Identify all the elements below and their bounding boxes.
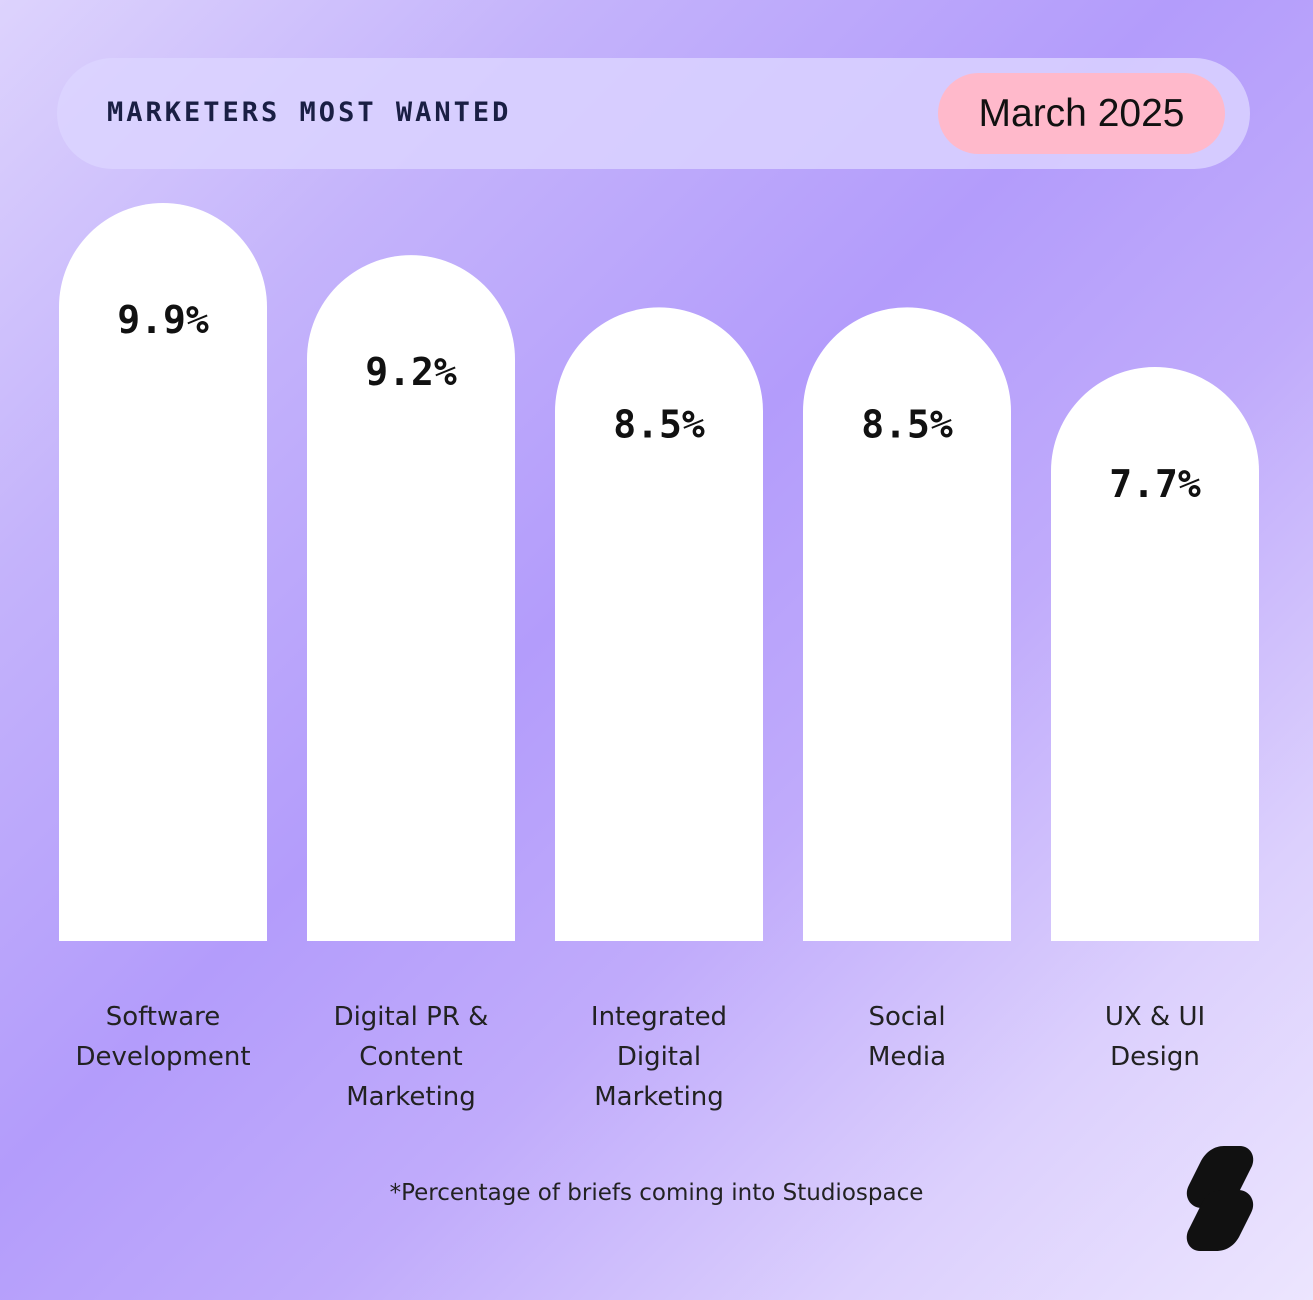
bar-value-label: 8.5% — [861, 402, 953, 446]
category-label: Digital — [617, 1042, 701, 1072]
bar-2 — [307, 255, 515, 941]
date-badge: March 2025 — [938, 73, 1225, 154]
bar-value-label: 8.5% — [613, 402, 705, 446]
bar-value-label: 9.9% — [117, 298, 209, 342]
bar-value-label: 9.2% — [365, 350, 457, 394]
category-label: Content — [359, 1042, 462, 1072]
category-label: Social — [868, 1002, 945, 1032]
studiospace-logo-icon — [1186, 1146, 1254, 1251]
bar-4 — [803, 307, 1011, 941]
category-label: Media — [868, 1042, 946, 1072]
header-bar: MARKETERS MOST WANTED March 2025 — [57, 58, 1250, 169]
category-label: Design — [1110, 1042, 1200, 1072]
category-label: Marketing — [594, 1082, 724, 1112]
category-label: Software — [106, 1002, 221, 1032]
footnote: *Percentage of briefs coming into Studio… — [389, 1180, 924, 1206]
category-label: Marketing — [346, 1082, 476, 1112]
bar-1 — [59, 203, 267, 941]
bar-3 — [555, 307, 763, 941]
page-title: MARKETERS MOST WANTED — [107, 97, 512, 128]
category-label: Integrated — [591, 1002, 727, 1032]
category-label: Development — [75, 1042, 250, 1072]
bar-chart: 9.9% Software Development 9.2% Digital PR & C… — [59, 203, 1259, 1112]
category-label: UX & UI — [1105, 1002, 1205, 1032]
bar-5 — [1051, 367, 1259, 941]
bar-value-label: 7.7% — [1109, 462, 1201, 506]
category-label: Digital PR & — [334, 1002, 489, 1032]
